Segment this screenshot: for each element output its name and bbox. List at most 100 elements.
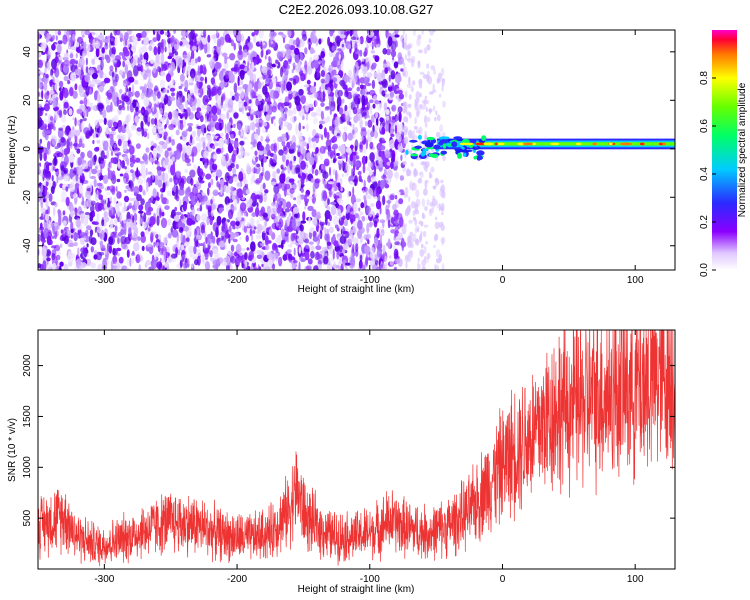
heatmap-cell [72, 117, 75, 121]
heatmap-cell [283, 67, 289, 76]
heatmap-cell [104, 216, 110, 223]
heatmap-cell [63, 175, 70, 182]
heatmap-cell [151, 259, 158, 269]
heatmap-cell [75, 60, 79, 65]
heatmap-cell [60, 229, 64, 234]
heatmap-cell [100, 185, 105, 190]
heatmap-cell [305, 113, 309, 121]
heatmap-cell [155, 134, 160, 141]
heatmap-cell [229, 53, 236, 61]
heatmap-cell [345, 262, 351, 266]
heatmap-cell [419, 82, 423, 89]
heatmap-cell [105, 196, 108, 205]
heatmap-cell [233, 112, 239, 119]
heatmap-cell [372, 254, 375, 261]
heatmap-cell [100, 59, 104, 71]
heatmap-cell [152, 37, 158, 43]
heatmap-cell [428, 171, 432, 179]
heatmap-cell [206, 105, 212, 112]
heatmap-cell [87, 51, 91, 57]
heatmap-cell [435, 178, 439, 187]
heatmap-cell [258, 145, 265, 152]
heatmap-cell [117, 123, 122, 133]
heatmap-cell [417, 228, 420, 233]
heatmap-cell [338, 160, 343, 164]
heatmap-cell [181, 251, 185, 262]
heatmap-cell [267, 240, 272, 244]
signal-blob [473, 155, 478, 160]
heatmap-cell [206, 54, 212, 58]
heatmap-cell [423, 224, 429, 228]
heatmap-cell [363, 195, 367, 201]
heatmap-cell [367, 175, 372, 183]
heatmap-cell [134, 170, 141, 177]
heatmap-cell [69, 182, 76, 193]
heatmap-cell [216, 30, 219, 36]
heatmap-cell [92, 132, 97, 139]
heatmap-cell [207, 34, 211, 43]
heatmap-cell [160, 193, 164, 201]
heatmap-cell [113, 149, 119, 154]
heatmap-cell [92, 38, 96, 49]
heatmap-cell [258, 119, 264, 123]
signal-core [524, 142, 529, 146]
heatmap-cell [333, 193, 337, 199]
heatmap-cell [75, 217, 81, 228]
signal-blob [457, 152, 462, 159]
heatmap-cell [380, 145, 386, 151]
signal-blob [414, 145, 422, 149]
signal-blob [426, 136, 435, 141]
heatmap-cell [77, 165, 82, 176]
y-tick-label: 20 [22, 94, 33, 106]
heatmap-cell [389, 91, 394, 98]
signal-blob [470, 139, 477, 144]
heatmap-cell [61, 170, 65, 177]
heatmap-cell [89, 234, 93, 244]
heatmap-cell [421, 243, 424, 249]
heatmap-cell [157, 61, 163, 65]
heatmap-cell [417, 60, 421, 66]
heatmap-cell [184, 100, 188, 109]
heatmap-cell [387, 219, 391, 229]
heatmap-cell [212, 189, 219, 197]
heatmap-cell [382, 195, 386, 206]
heatmap-cell [352, 237, 358, 245]
signal-core [592, 142, 597, 146]
heatmap-cell [188, 125, 193, 132]
heatmap-cell [218, 207, 224, 212]
heatmap-cell [348, 121, 352, 126]
colorbar-tick-label: 0.8 [699, 71, 710, 85]
heatmap-cell [50, 68, 54, 77]
heatmap-cell [359, 141, 363, 150]
heatmap-cell [159, 207, 162, 219]
heatmap-cell [142, 36, 150, 46]
y-tick-label: 2000 [22, 354, 33, 377]
heatmap-cell [56, 142, 61, 148]
signal-core [662, 142, 666, 146]
heatmap-cell [284, 208, 290, 213]
heatmap-cell [51, 34, 56, 41]
heatmap-cell [119, 88, 123, 94]
heatmap-cell [257, 125, 261, 136]
heatmap-cell [407, 44, 412, 49]
heatmap-cell [309, 156, 315, 166]
heatmap-cell [133, 212, 138, 222]
heatmap-cell [270, 89, 276, 100]
signal-core [532, 142, 536, 146]
heatmap-cell [337, 156, 343, 160]
heatmap-cell [339, 235, 346, 244]
heatmap-cell [40, 72, 45, 76]
heatmap-cell [358, 259, 363, 269]
heatmap-cell [397, 232, 403, 239]
heatmap-cell [41, 41, 47, 53]
heatmap-cell [351, 73, 358, 84]
heatmap-cell [350, 211, 357, 215]
heatmap-cell [204, 115, 207, 124]
heatmap-cell [178, 112, 182, 117]
heatmap-cell [249, 217, 255, 227]
heatmap-cell [79, 231, 86, 238]
heatmap-cell [356, 166, 359, 171]
heatmap-cell [40, 213, 44, 219]
heatmap-cell [239, 237, 242, 240]
heatmap-cell [326, 233, 331, 244]
